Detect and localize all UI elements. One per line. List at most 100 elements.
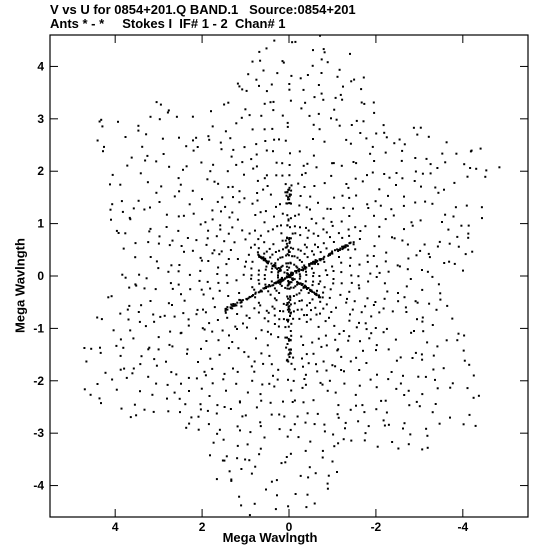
data-point xyxy=(407,257,410,260)
data-point xyxy=(271,127,274,130)
data-point xyxy=(287,310,290,313)
data-point xyxy=(329,236,331,239)
data-point xyxy=(304,280,307,283)
data-point xyxy=(288,83,291,85)
data-point xyxy=(300,289,303,292)
data-point xyxy=(243,197,246,200)
data-point xyxy=(378,311,381,314)
data-point xyxy=(269,285,272,288)
data-point xyxy=(425,157,428,160)
data-point xyxy=(303,243,306,246)
data-point xyxy=(299,275,302,278)
data-point xyxy=(166,397,168,400)
data-point xyxy=(203,328,206,331)
data-point xyxy=(313,502,316,505)
data-point xyxy=(438,422,441,425)
data-point xyxy=(423,243,426,246)
data-point xyxy=(137,199,140,202)
data-point xyxy=(265,488,267,491)
data-point xyxy=(236,444,239,447)
data-point xyxy=(236,313,239,315)
data-point xyxy=(419,126,422,129)
data-point xyxy=(287,218,290,221)
data-point xyxy=(115,388,118,391)
data-point xyxy=(336,349,339,352)
data-point xyxy=(262,69,265,72)
data-point xyxy=(443,262,446,264)
data-point xyxy=(349,264,351,267)
data-point xyxy=(111,378,114,381)
data-point xyxy=(128,304,131,307)
data-point xyxy=(198,279,201,282)
data-point xyxy=(188,390,190,392)
data-point xyxy=(314,262,316,265)
data-point xyxy=(358,287,361,290)
data-point xyxy=(323,140,326,143)
data-point xyxy=(259,234,262,237)
data-point xyxy=(348,234,351,237)
data-point xyxy=(302,365,304,368)
data-point xyxy=(147,375,150,378)
data-point xyxy=(302,269,305,272)
data-point xyxy=(273,138,276,141)
data-point xyxy=(208,322,211,325)
data-point xyxy=(290,322,293,325)
data-point xyxy=(421,269,423,271)
data-point xyxy=(230,478,233,481)
data-point xyxy=(224,309,227,312)
data-point xyxy=(264,210,267,213)
data-point xyxy=(325,344,328,347)
data-point xyxy=(250,277,253,280)
data-point xyxy=(321,456,324,459)
data-point xyxy=(301,357,303,360)
data-point xyxy=(391,236,393,239)
data-point xyxy=(316,370,319,373)
data-point xyxy=(262,259,265,262)
data-point xyxy=(248,459,251,462)
data-point xyxy=(383,282,386,285)
data-point xyxy=(302,267,305,270)
data-point xyxy=(180,245,183,247)
data-point xyxy=(288,240,291,243)
data-point xyxy=(117,120,119,123)
data-point xyxy=(286,125,289,128)
data-point xyxy=(294,214,297,217)
data-point xyxy=(276,378,279,381)
data-point xyxy=(314,293,317,296)
data-point xyxy=(322,360,325,363)
data-point xyxy=(249,431,252,434)
data-point xyxy=(350,281,353,284)
data-point xyxy=(209,170,212,173)
data-point xyxy=(441,221,443,223)
data-point xyxy=(216,432,219,435)
data-point xyxy=(288,193,291,196)
data-point xyxy=(438,240,441,243)
data-point xyxy=(409,278,412,280)
data-point xyxy=(281,162,284,165)
data-point xyxy=(287,249,290,252)
data-point xyxy=(255,406,258,409)
data-point xyxy=(298,273,301,276)
data-point xyxy=(199,223,202,226)
data-point xyxy=(288,164,291,166)
data-point xyxy=(155,191,158,194)
data-point xyxy=(133,403,136,406)
data-point xyxy=(365,328,368,331)
data-point xyxy=(107,296,110,299)
data-point xyxy=(195,377,198,380)
data-point xyxy=(333,324,336,327)
data-point xyxy=(159,315,162,318)
data-point xyxy=(322,307,325,310)
data-point xyxy=(429,172,432,175)
data-point xyxy=(132,337,135,340)
data-point xyxy=(330,311,333,313)
data-point xyxy=(286,358,289,361)
data-point xyxy=(322,98,325,101)
data-point xyxy=(99,346,101,349)
data-point xyxy=(362,120,365,123)
data-point xyxy=(412,126,415,129)
data-point xyxy=(210,110,212,113)
data-point xyxy=(317,246,319,249)
data-point xyxy=(411,357,414,359)
